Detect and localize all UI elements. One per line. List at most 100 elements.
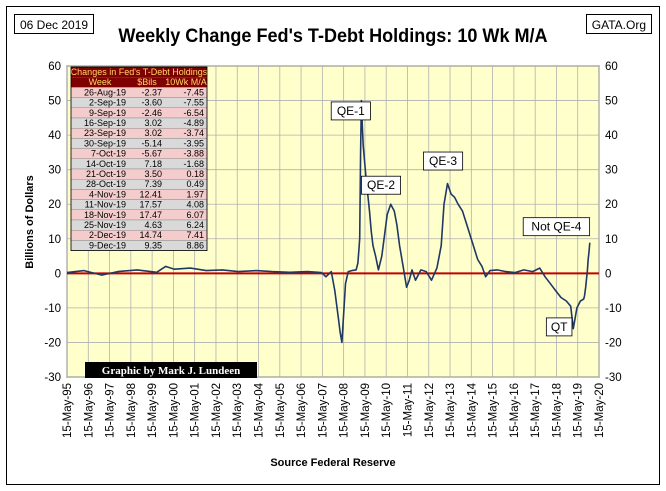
table-cell: 3.50 xyxy=(144,169,162,179)
y-tick-label: 50 xyxy=(48,96,61,108)
x-tick-label: 15-May-98 xyxy=(126,383,138,438)
table-cell: 7.39 xyxy=(144,179,162,189)
table-title: Changes in Fed's T-Debt Holdings xyxy=(71,67,208,77)
y-tick-label: 60 xyxy=(48,61,61,73)
table-cell: 9-Dec-19 xyxy=(89,240,126,250)
y-tick-label: 0 xyxy=(605,268,611,280)
y-tick-label: 20 xyxy=(605,199,618,211)
x-tick-label: 15-May-99 xyxy=(147,383,159,438)
x-tick-label: 15-May-17 xyxy=(530,383,542,438)
y-tick-label: 30 xyxy=(48,165,61,177)
y-tick-label: -30 xyxy=(44,372,61,384)
table-cell: 7-Oct-19 xyxy=(91,149,126,159)
x-tick-label: 15-May-00 xyxy=(168,383,180,438)
x-tick-label: 15-May-19 xyxy=(573,383,585,438)
table-cell: 18-Nov-19 xyxy=(84,210,126,220)
annotation-box xyxy=(423,151,464,171)
credit-box: Graphic by Mark J. Lundeen xyxy=(85,362,257,378)
table-cell: 11-Nov-19 xyxy=(85,200,126,210)
annotation-label: QE-3 xyxy=(429,154,457,168)
x-tick-label: 15-May-13 xyxy=(445,383,457,438)
annotation-box xyxy=(545,317,573,337)
annotation-label: Not QE-4 xyxy=(531,220,581,234)
source-site-label: GATA.Org xyxy=(585,14,652,34)
table-cell: -2.37 xyxy=(141,87,162,97)
x-tick-label: 15-May-07 xyxy=(317,383,329,438)
annotation-box xyxy=(361,175,402,195)
x-tick-label: 15-May-05 xyxy=(275,383,287,438)
table-header-bg xyxy=(71,77,207,88)
table-cell: 23-Sep-19 xyxy=(84,128,126,138)
y-tick-label: 10 xyxy=(48,234,61,246)
y-tick-labels-right: -30 -20 -10 0 10 20 30 40 50 60 xyxy=(605,61,622,384)
x-tick-label: 15-May-04 xyxy=(254,382,266,438)
table-cell: 0.49 xyxy=(186,179,204,189)
table-cell: 8.86 xyxy=(186,240,204,250)
y-tick-label: 60 xyxy=(605,61,618,73)
table-column-header: $Bils xyxy=(137,77,157,87)
x-tick-label: 15-May-20 xyxy=(594,383,606,438)
table-cell: 1.97 xyxy=(186,189,204,199)
table-column-header: Week xyxy=(89,77,112,87)
table-cell: 30-Sep-19 xyxy=(84,138,126,148)
annotations: QE-1 QE-2 QE-3 Not QE-4 QT xyxy=(330,101,591,337)
x-tick-labels: 15-May-95 15-May-96 15-May-97 15-May-98 15-M… xyxy=(62,382,606,438)
y-tick-label: 40 xyxy=(48,130,61,142)
y-tick-label: -30 xyxy=(605,372,622,384)
annotation-box xyxy=(330,101,371,121)
table-cell: -3.88 xyxy=(183,149,204,159)
annotation-label: QE-1 xyxy=(337,104,365,118)
x-tick-label: 15-May-11 xyxy=(402,383,414,437)
date-label: 06 Dec 2019 xyxy=(14,14,95,34)
table-cell: 6.07 xyxy=(186,210,204,220)
y-tick-label: -20 xyxy=(605,337,622,349)
x-tick-label: 15-May-18 xyxy=(551,383,563,438)
table-cell: 21-Oct-19 xyxy=(86,169,126,179)
x-tick-label: 15-May-03 xyxy=(232,383,244,438)
table-cell: 0.18 xyxy=(186,169,204,179)
table-cell: -5.67 xyxy=(141,149,162,159)
table-column-header: 10Wk M/A xyxy=(165,77,207,87)
x-tick-label: 15-May-12 xyxy=(424,383,436,438)
table-cell: 26-Aug-19 xyxy=(84,87,126,97)
series-line xyxy=(66,99,591,344)
table-cell: 17.57 xyxy=(139,200,162,210)
table-title-bg xyxy=(71,67,207,78)
table-cell: -1.68 xyxy=(183,159,204,169)
y-tick-label: -20 xyxy=(44,337,61,349)
y-tick-label: 40 xyxy=(605,130,618,142)
table-cell: 9-Sep-19 xyxy=(89,108,126,118)
y-tick-label: 20 xyxy=(48,199,61,211)
annotation-label: QT xyxy=(551,320,568,334)
table-cell: 14.74 xyxy=(139,230,162,240)
table-cell: -3.74 xyxy=(183,128,204,138)
table-cell: -4.89 xyxy=(183,118,204,128)
table-cell: 16-Sep-19 xyxy=(84,118,126,128)
table-cell: 9.35 xyxy=(144,240,162,250)
x-axis-title: Source Federal Reserve xyxy=(270,457,395,469)
table-cell: 4.08 xyxy=(186,200,204,210)
table-cell: 6.24 xyxy=(186,220,204,230)
table-cell: 14-Oct-19 xyxy=(86,159,126,169)
table-cell: 3.02 xyxy=(144,128,162,138)
y-tick-labels-left: -30 -20 -10 0 10 20 30 40 50 60 xyxy=(44,61,61,384)
x-tick-label: 15-May-97 xyxy=(105,383,117,438)
x-tick-label: 15-May-15 xyxy=(488,383,500,438)
table-cell: 17.47 xyxy=(139,210,162,220)
x-tick-label: 15-May-14 xyxy=(466,382,478,438)
y-tick-label: 10 xyxy=(605,234,618,246)
x-tick-label: 15-May-09 xyxy=(360,383,372,438)
x-tick-label: 15-May-06 xyxy=(296,383,308,438)
table-cell: -2.46 xyxy=(141,108,162,118)
y-tick-label: 30 xyxy=(605,165,618,177)
y-tick-label: -10 xyxy=(44,303,61,315)
annotation-box xyxy=(522,217,591,237)
x-tick-label: 15-May-08 xyxy=(339,383,351,438)
x-tick-label: 15-May-01 xyxy=(190,383,202,438)
y-tick-label: 0 xyxy=(55,268,61,280)
x-tick-label: 15-May-96 xyxy=(83,383,95,438)
x-tick-label: 15-May-10 xyxy=(381,383,393,438)
table-cell: 7.41 xyxy=(186,230,204,240)
